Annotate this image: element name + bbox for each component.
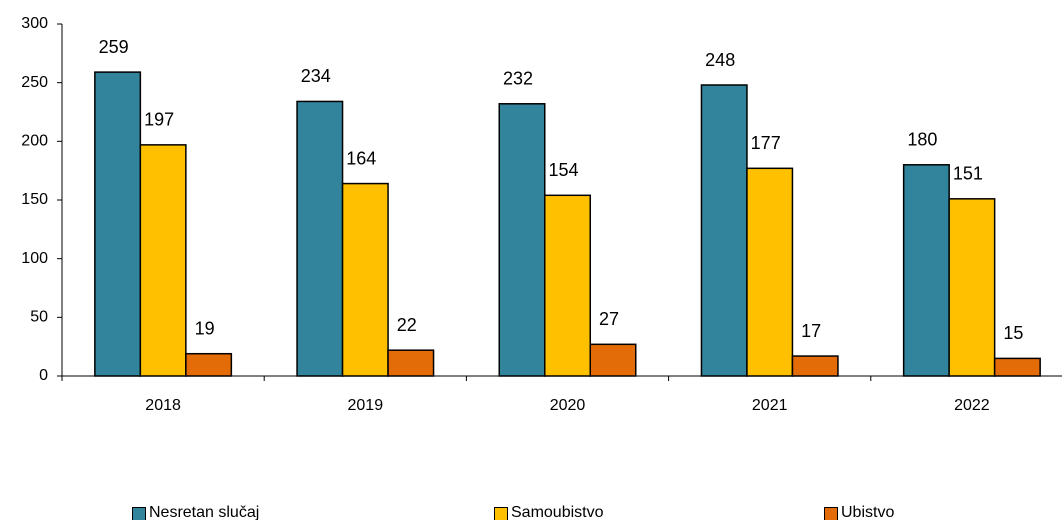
bar <box>700 84 748 377</box>
x-tick-label: 2022 <box>954 397 990 414</box>
value-label: 164 <box>346 148 376 168</box>
legend-label: Ubistvo Murder <box>841 504 895 520</box>
bar <box>94 71 142 377</box>
y-tick-label: 250 <box>21 74 48 91</box>
value-label: 234 <box>301 66 331 86</box>
value-label: 180 <box>907 130 937 150</box>
bar <box>387 349 435 377</box>
x-tick-label: 2018 <box>145 397 181 414</box>
value-label: 27 <box>599 309 619 329</box>
y-tick-label: 150 <box>21 191 48 208</box>
legend-swatch <box>132 507 146 520</box>
value-label: 232 <box>503 69 533 89</box>
y-tick-label: 300 <box>21 15 48 32</box>
bar <box>498 103 546 377</box>
value-label: 17 <box>801 321 821 341</box>
bar <box>791 355 839 377</box>
bar <box>589 343 637 377</box>
bar <box>746 167 794 377</box>
value-label: 151 <box>953 164 983 184</box>
y-tick-label: 0 <box>39 367 48 384</box>
legend-label: Nesretan slučaj Accident <box>149 504 260 520</box>
bar <box>993 357 1041 377</box>
legend-swatch <box>494 507 508 520</box>
y-tick-label: 100 <box>21 250 48 267</box>
y-tick-label: 200 <box>21 133 48 150</box>
value-label: 154 <box>548 160 578 180</box>
bar <box>341 182 389 377</box>
bar <box>948 198 996 377</box>
legend-swatch <box>824 507 838 520</box>
bar <box>185 352 233 377</box>
value-label: 259 <box>99 37 129 57</box>
x-tick-label: 2019 <box>348 397 384 414</box>
x-tick-label: 2020 <box>550 397 586 414</box>
legend-item: Ubistvo Murder <box>824 502 894 520</box>
legend-label: Samoubistvo Suicide <box>511 504 604 520</box>
x-tick-label: 2021 <box>752 397 788 414</box>
value-label: 177 <box>751 133 781 153</box>
bar <box>902 164 950 377</box>
legend-item: Samoubistvo Suicide <box>494 502 604 520</box>
value-label: 15 <box>1003 323 1023 343</box>
value-label: 19 <box>195 318 215 338</box>
value-label: 22 <box>397 315 417 335</box>
bar <box>544 194 591 377</box>
y-tick-label: 50 <box>30 309 48 326</box>
bar <box>139 144 187 377</box>
value-label: 248 <box>705 50 735 70</box>
bar <box>296 100 344 377</box>
value-label: 197 <box>144 110 174 130</box>
legend-item: Nesretan slučaj Accident <box>132 502 259 520</box>
